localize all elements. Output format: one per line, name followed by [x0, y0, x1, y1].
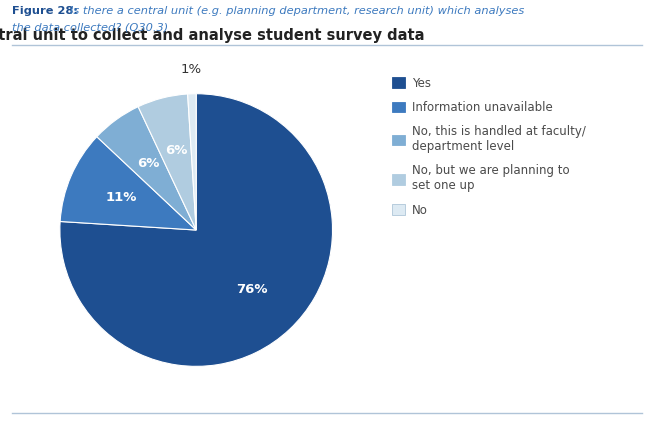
Text: 6%: 6% [165, 144, 187, 157]
Text: 6%: 6% [137, 157, 160, 170]
Wedge shape [188, 94, 196, 230]
Text: 11%: 11% [105, 191, 137, 204]
Title: Central unit to collect and analyse student survey data: Central unit to collect and analyse stud… [0, 28, 425, 43]
Text: 76%: 76% [237, 283, 268, 296]
Wedge shape [60, 137, 196, 230]
Wedge shape [60, 94, 332, 366]
Text: 1%: 1% [181, 63, 202, 76]
Wedge shape [138, 94, 196, 230]
Legend: Yes, Information unavailable, No, this is handled at faculty/
department level, : Yes, Information unavailable, No, this i… [392, 77, 586, 216]
Text: Is there a central unit (e.g. planning department, research unit) which analyses: Is there a central unit (e.g. planning d… [70, 6, 525, 16]
Text: the data collected? (Q30.3): the data collected? (Q30.3) [12, 23, 168, 32]
Text: Figure 28:: Figure 28: [12, 6, 78, 16]
Wedge shape [97, 106, 196, 230]
